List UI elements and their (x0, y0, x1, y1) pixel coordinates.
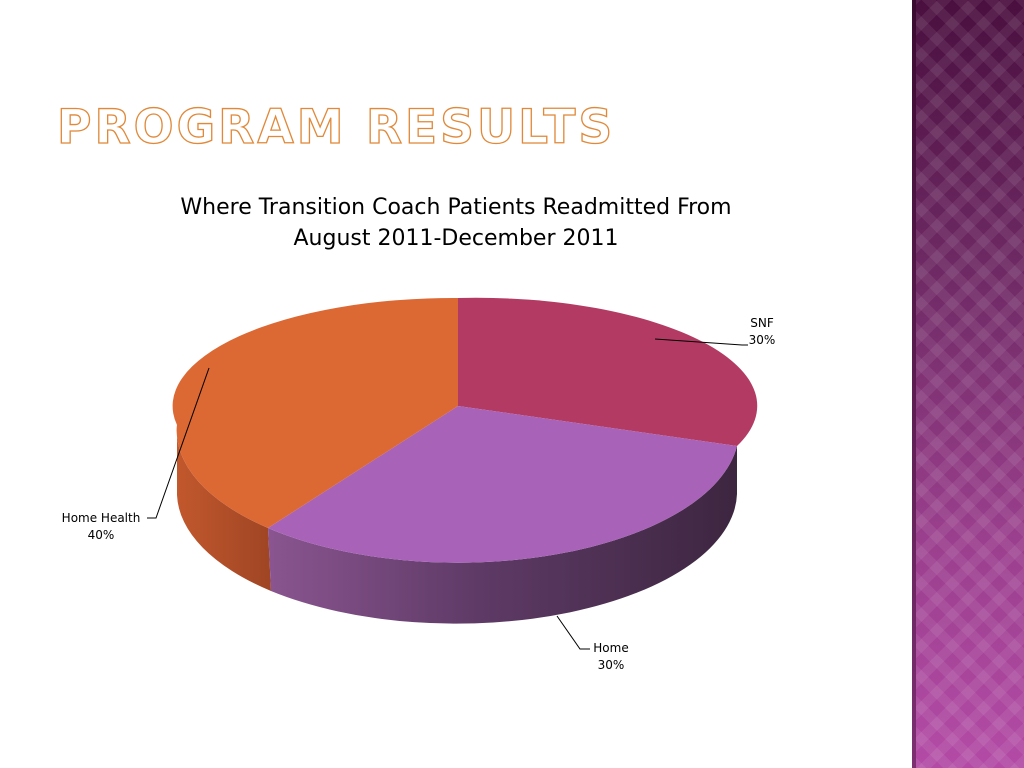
leader-line-snf (654, 338, 748, 346)
pie-side-home-health (176, 425, 271, 591)
pie-slice-snf (458, 297, 758, 446)
data-label-home-health-value: 40% (88, 528, 115, 542)
pie-slice-home (268, 406, 737, 563)
data-label-snf-name: SNF (750, 316, 774, 330)
slide-title: PROGRAM RESULTS (56, 100, 616, 155)
pie-side-home (268, 446, 737, 624)
chart-title-line-2: August 2011-December 2011 (293, 226, 619, 251)
sidebar-edge (912, 0, 916, 768)
leader-line-home-health (147, 367, 210, 519)
chart-title: Where Transition Coach Patients Readmitt… (136, 192, 776, 254)
data-label-home-value: 30% (598, 658, 625, 672)
data-label-snf-value: 30% (749, 333, 776, 347)
decorative-sidebar (912, 0, 1024, 768)
pie-chart: SNF 30% Home 30% Home Health 40% (62, 297, 776, 672)
leader-line-home (556, 615, 590, 650)
pie-slice-home-health (172, 297, 459, 528)
data-label-home-name: Home (593, 641, 628, 655)
data-label-home-health-name: Home Health (62, 511, 141, 525)
chart-title-line-1: Where Transition Coach Patients Readmitt… (180, 195, 732, 220)
